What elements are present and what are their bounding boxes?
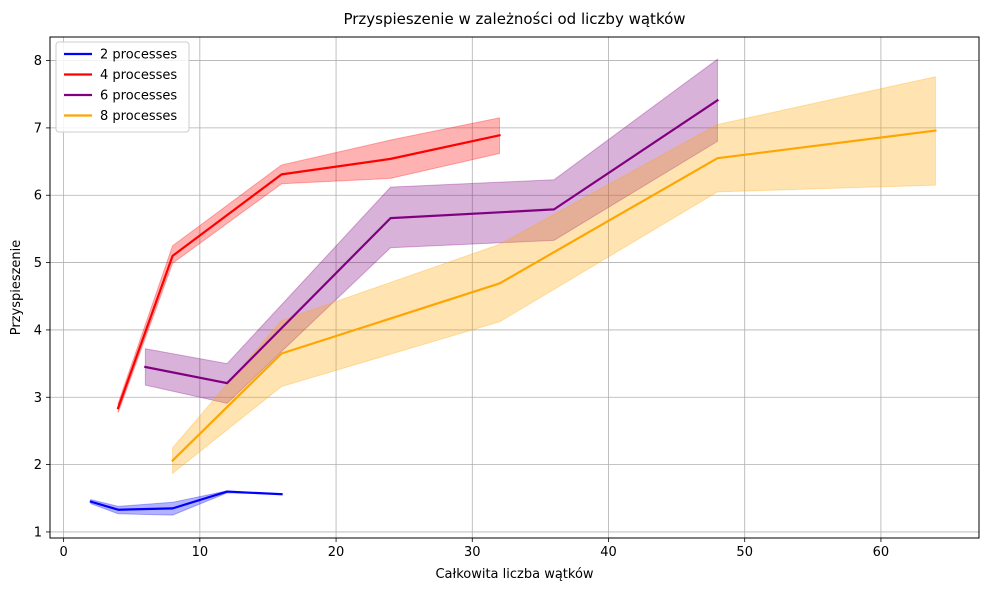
y-tick-label: 4 (34, 323, 42, 338)
y-axis-title: Przyspieszenie (9, 240, 24, 336)
x-axis-title: Całkowita liczba wątków (435, 567, 593, 582)
series-band (144, 58, 718, 404)
legend-label: 8 processes (100, 109, 177, 124)
series-line (89, 490, 283, 511)
series-band (117, 117, 501, 413)
x-tick-label: 30 (464, 545, 481, 560)
series-lines (89, 98, 937, 511)
series-line (144, 98, 719, 385)
y-tick-label: 7 (34, 121, 42, 136)
y-tick-label: 5 (34, 256, 42, 271)
y-tick-label: 3 (34, 391, 42, 406)
legend-label: 6 processes (100, 89, 177, 104)
x-tick-label: 40 (600, 545, 617, 560)
y-tick-label: 8 (34, 54, 42, 69)
x-tick-label: 50 (736, 545, 753, 560)
x-tick-label: 20 (328, 545, 345, 560)
legend-label: 4 processes (100, 68, 177, 83)
x-tick-label: 10 (192, 545, 209, 560)
x-tick-label: 60 (873, 545, 890, 560)
chart-title: Przyspieszenie w zależności od liczby wą… (343, 10, 685, 28)
legend-box (55, 41, 190, 133)
y-tick-label: 1 (34, 525, 42, 540)
legend: 2 processes 4 processes 6 processes 8 proce… (55, 41, 190, 133)
series-line (116, 134, 501, 410)
series-band (172, 76, 936, 475)
y-tick-label: 6 (34, 189, 42, 204)
plot-frame (49, 36, 980, 539)
axis-ticks: 0 10 20 30 40 50 60 1 2 3 4 5 6 7 8 (34, 54, 889, 560)
legend-label: 2 processes (100, 48, 177, 63)
series-line (171, 129, 937, 463)
x-tick-label: 0 (59, 545, 67, 560)
grid (50, 37, 979, 538)
y-tick-label: 2 (34, 458, 42, 473)
confidence-bands (90, 58, 936, 516)
